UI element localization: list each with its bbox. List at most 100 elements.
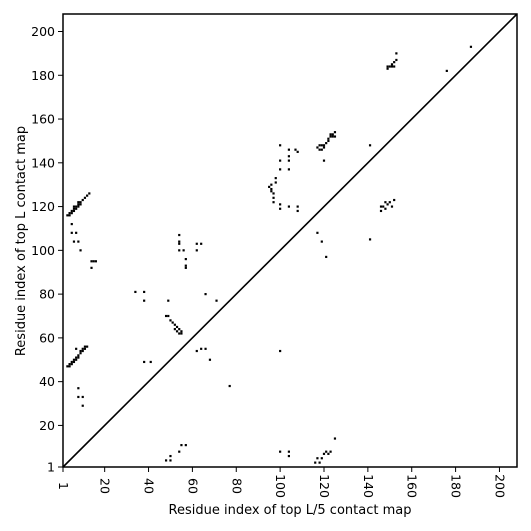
contact-point (77, 203, 80, 206)
contact-point (184, 444, 187, 447)
contact-point (164, 459, 168, 462)
contact-point (70, 231, 73, 234)
contact-point (143, 290, 146, 294)
y-tick-label: 200 (31, 24, 55, 39)
contact-point (90, 260, 93, 263)
contact-point (318, 461, 321, 464)
contact-point (164, 314, 168, 318)
contact-point (287, 454, 290, 458)
contact-point (318, 144, 321, 147)
contact-point (77, 356, 80, 359)
y-tick-label: 60 (39, 330, 55, 345)
contact-point (83, 347, 87, 350)
contact-point (169, 319, 172, 322)
contact-point (469, 45, 473, 48)
contact-point (386, 67, 389, 70)
contact-point (72, 209, 76, 213)
contact-point (66, 365, 69, 368)
contact-point (272, 196, 275, 199)
x-tick-label: 80 (229, 478, 244, 494)
contact-point (79, 352, 82, 355)
contact-point (279, 450, 282, 453)
contact-point (200, 242, 203, 245)
contact-point (279, 207, 282, 210)
contact-point (316, 146, 319, 149)
contact-point (92, 260, 95, 263)
contact-point (379, 209, 383, 213)
contact-point (70, 363, 73, 366)
contact-point (180, 444, 183, 447)
contact-point (171, 321, 174, 324)
contact-point (178, 249, 181, 252)
contact-point (77, 387, 80, 390)
contact-point (329, 133, 332, 136)
contact-point (325, 255, 328, 259)
contact-point (88, 192, 91, 195)
contact-point (327, 452, 330, 455)
contact-point (322, 144, 326, 147)
contact-point (325, 142, 328, 145)
contact-point (390, 63, 394, 66)
contact-point (182, 249, 185, 252)
contact-point (178, 240, 181, 243)
contact-point (279, 144, 282, 147)
x-tick-label: 40 (142, 478, 157, 494)
contact-point (287, 155, 290, 158)
contact-point (77, 240, 80, 243)
contact-point (268, 185, 271, 188)
contact-point (77, 354, 80, 357)
contact-point (77, 395, 80, 399)
contact-point (167, 299, 170, 302)
contact-point (287, 205, 290, 208)
contact-point (272, 201, 275, 204)
contact-point (384, 201, 387, 204)
contact-point (316, 457, 319, 460)
contact-point (180, 330, 183, 333)
contact-point (388, 201, 391, 204)
contact-point (178, 242, 181, 245)
contact-point (66, 214, 69, 217)
x-tick-label: 160 (405, 474, 420, 498)
contact-point (329, 135, 332, 138)
y-axis-label: Residue index of top L contact map (14, 126, 29, 356)
contact-point (169, 454, 172, 458)
contact-point (320, 457, 323, 460)
contact-point (270, 187, 273, 191)
contact-point (195, 349, 198, 353)
contact-point (279, 168, 282, 171)
contact-point (149, 360, 152, 364)
contact-point (279, 159, 282, 162)
contact-point (270, 183, 273, 186)
y-tick-label: 40 (39, 374, 55, 389)
contact-point (318, 148, 321, 151)
contact-point (395, 58, 398, 62)
contact-point (228, 384, 231, 388)
contact-point (167, 314, 170, 318)
contact-point (178, 328, 181, 331)
contact-point (329, 450, 332, 453)
contact-point (94, 260, 97, 263)
y-tick-label: 140 (31, 155, 55, 170)
contact-point (322, 146, 326, 149)
contact-point (382, 205, 385, 208)
contact-point (322, 452, 326, 455)
contact-point (68, 363, 71, 366)
contact-point (296, 205, 299, 208)
contact-point (333, 437, 337, 440)
contact-point (287, 168, 290, 171)
x-tick-label: 20 (98, 478, 113, 494)
contact-point (81, 404, 84, 407)
contact-point (445, 69, 448, 72)
contact-point (393, 65, 396, 68)
contact-point (83, 196, 87, 199)
contact-point (134, 290, 137, 294)
contact-point (83, 345, 87, 348)
contact-point (393, 198, 396, 202)
y-tick-label: 180 (31, 68, 55, 83)
contact-point (75, 207, 78, 210)
contact-point (384, 207, 387, 210)
x-tick-label: 200 (492, 474, 507, 498)
contact-point (204, 293, 207, 296)
contact-point (143, 360, 146, 364)
